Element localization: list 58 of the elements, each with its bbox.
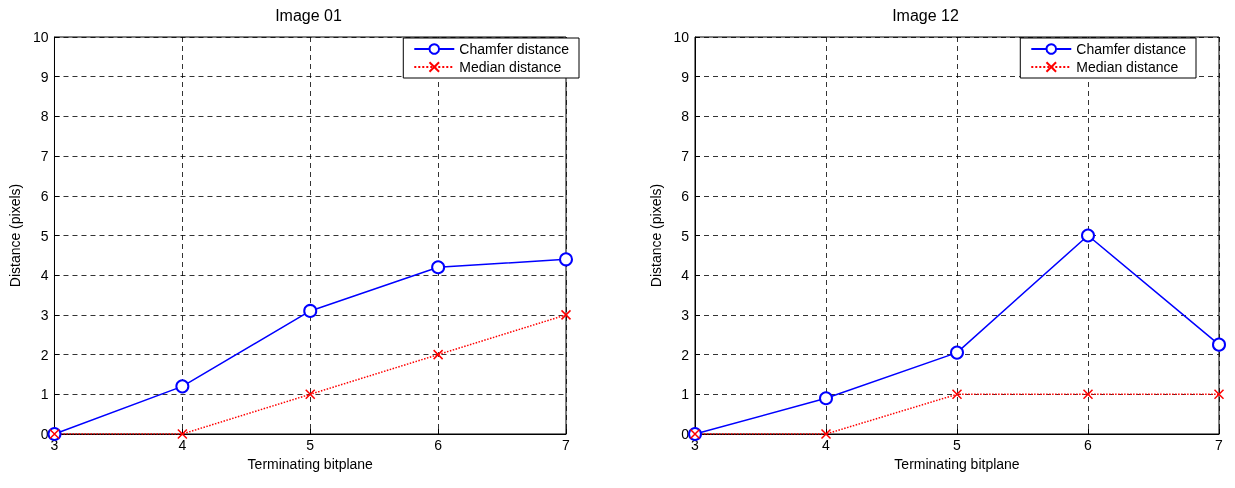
point bbox=[951, 389, 963, 400]
x-tick-label: 6 bbox=[434, 437, 443, 453]
x-axis-title: Terminating bitplane bbox=[894, 455, 1020, 472]
x-tick-label: 4 bbox=[178, 437, 187, 453]
y-tick-label: 2 bbox=[40, 346, 49, 363]
y-tick-label: 5 bbox=[681, 227, 690, 244]
x-tick-label: 4 bbox=[822, 437, 831, 453]
y-tick-label: 1 bbox=[40, 386, 49, 403]
y-tick-label: 8 bbox=[681, 108, 690, 125]
legend-label: Median distance bbox=[1076, 59, 1179, 75]
point bbox=[303, 303, 318, 318]
point bbox=[1081, 228, 1095, 243]
y-tick-label: 10 bbox=[673, 29, 690, 45]
x-tick-label: 5 bbox=[306, 437, 315, 453]
legend-label: Chamfer distance bbox=[459, 41, 570, 57]
x-tick-label: 3 bbox=[50, 437, 59, 453]
point bbox=[177, 428, 188, 440]
point bbox=[431, 260, 446, 275]
y-tick-label: 7 bbox=[40, 148, 49, 165]
point bbox=[1082, 389, 1094, 400]
y-tick-label: 5 bbox=[40, 227, 49, 244]
y-tick-label: 0 bbox=[40, 426, 49, 442]
y-tick-label: 9 bbox=[681, 68, 690, 85]
x-tick-label: 7 bbox=[1215, 437, 1224, 453]
y-tick-label: 1 bbox=[681, 386, 690, 403]
point bbox=[432, 349, 444, 360]
y-tick-label: 8 bbox=[40, 108, 49, 125]
point bbox=[820, 428, 832, 440]
chart-title: Image 01 bbox=[275, 6, 342, 24]
x-tick-label: 6 bbox=[1084, 437, 1093, 453]
y-tick-label: 10 bbox=[32, 29, 49, 45]
point bbox=[175, 379, 190, 394]
point bbox=[559, 252, 573, 267]
y-axis-title: Distance (pixels) bbox=[7, 183, 23, 288]
x-tick-label: 5 bbox=[953, 437, 962, 453]
x-tick-label: 3 bbox=[691, 437, 700, 453]
y-tick-label: 4 bbox=[681, 267, 690, 284]
y-tick-label: 4 bbox=[40, 267, 49, 284]
y-tick-label: 6 bbox=[40, 187, 49, 204]
chart-title: Image 12 bbox=[892, 6, 959, 24]
y-tick-label: 7 bbox=[681, 148, 690, 165]
x-tick-label: 7 bbox=[562, 437, 571, 453]
y-tick-label: 6 bbox=[681, 187, 690, 204]
y-tick-label: 9 bbox=[40, 68, 49, 85]
y-tick-label: 3 bbox=[681, 306, 690, 323]
point bbox=[560, 309, 572, 321]
y-tick-label: 2 bbox=[681, 346, 690, 363]
y-tick-label: 0 bbox=[681, 426, 690, 442]
point bbox=[819, 391, 833, 406]
x-axis-title: Terminating bitplane bbox=[247, 455, 374, 472]
point bbox=[1213, 389, 1225, 400]
legend-label: Median distance bbox=[459, 59, 562, 75]
y-tick-label: 3 bbox=[40, 306, 49, 323]
y-axis-title: Distance (pixels) bbox=[647, 183, 664, 288]
legend-label: Chamfer distance bbox=[1076, 41, 1187, 57]
point bbox=[950, 345, 964, 360]
point bbox=[304, 389, 316, 400]
point bbox=[1212, 337, 1226, 352]
